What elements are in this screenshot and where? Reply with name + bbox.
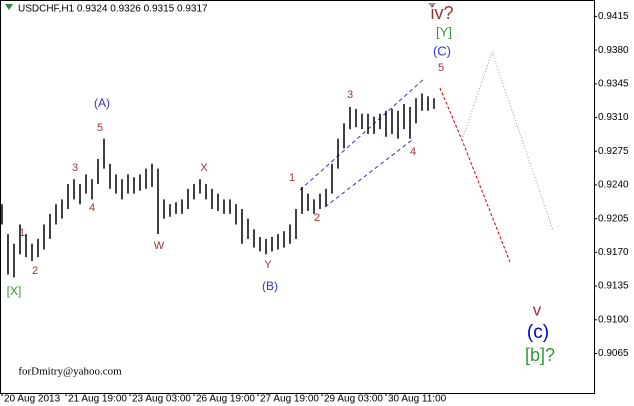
symbol-icon [5, 4, 13, 10]
plot-frame [0, 0, 595, 394]
wave-label: iv? [430, 3, 453, 23]
x-tick-label: 21 Aug 19:00 [68, 394, 127, 405]
y-tick-label: 0.9240 [598, 180, 629, 191]
wave-label: 4 [410, 146, 416, 158]
wave-label: X [200, 162, 208, 174]
watermark: forDmitry@yahoo.com [18, 366, 122, 378]
wave-label: Y [264, 259, 272, 271]
y-tick-label: 0.9065 [598, 348, 629, 359]
wave-label: [b]? [525, 345, 555, 365]
x-tick-label: 20 Aug 2013 [4, 394, 61, 405]
x-tick-label: 30 Aug 11:00 [388, 394, 447, 405]
y-tick-label: 0.9100 [598, 314, 629, 325]
wave-label: [Y] [436, 24, 452, 39]
y-tick-label: 0.9205 [598, 213, 629, 224]
x-tick-label: 26 Aug 19:00 [196, 394, 255, 405]
x-tick-label: 27 Aug 19:00 [260, 394, 319, 405]
wave-label: 3 [72, 162, 78, 174]
x-tick-label: 29 Aug 03:00 [324, 394, 383, 405]
y-tick-label: 0.9135 [598, 281, 629, 292]
wave-label: 4 [89, 202, 95, 214]
y-tick-label: 0.9310 [598, 112, 629, 123]
wave-label: 5 [97, 122, 103, 134]
y-tick-label: 0.9275 [598, 146, 629, 157]
y-tick-label: 0.9415 [598, 11, 629, 22]
wave-label: (C) [433, 43, 451, 58]
chart-title: USDCHF,H1 0.9324 0.9326 0.9315 0.9317 [18, 4, 208, 15]
wave-label: (A) [94, 96, 110, 110]
wave-label: 1 [289, 172, 295, 184]
channel-line [324, 139, 413, 208]
wave-label: 2 [314, 212, 320, 224]
x-tick-label: 23 Aug 03:00 [132, 394, 191, 405]
wave-label: 2 [32, 265, 38, 277]
y-tick-label: 0.9380 [598, 45, 629, 56]
wave-label: v [533, 300, 542, 319]
y-tick-label: 0.9345 [598, 78, 629, 89]
wave-label: (c) [527, 322, 549, 343]
wave-label: 1 [19, 227, 25, 239]
wave-label: W [154, 240, 165, 252]
shift-marker [428, 3, 436, 8]
forecast-line [461, 50, 554, 231]
wave-label: (B) [262, 279, 278, 293]
wave-label: 3 [347, 89, 353, 101]
wave-label: [X] [7, 284, 22, 298]
wave-label: 5 [438, 62, 444, 74]
y-tick-label: 0.9170 [598, 247, 629, 258]
